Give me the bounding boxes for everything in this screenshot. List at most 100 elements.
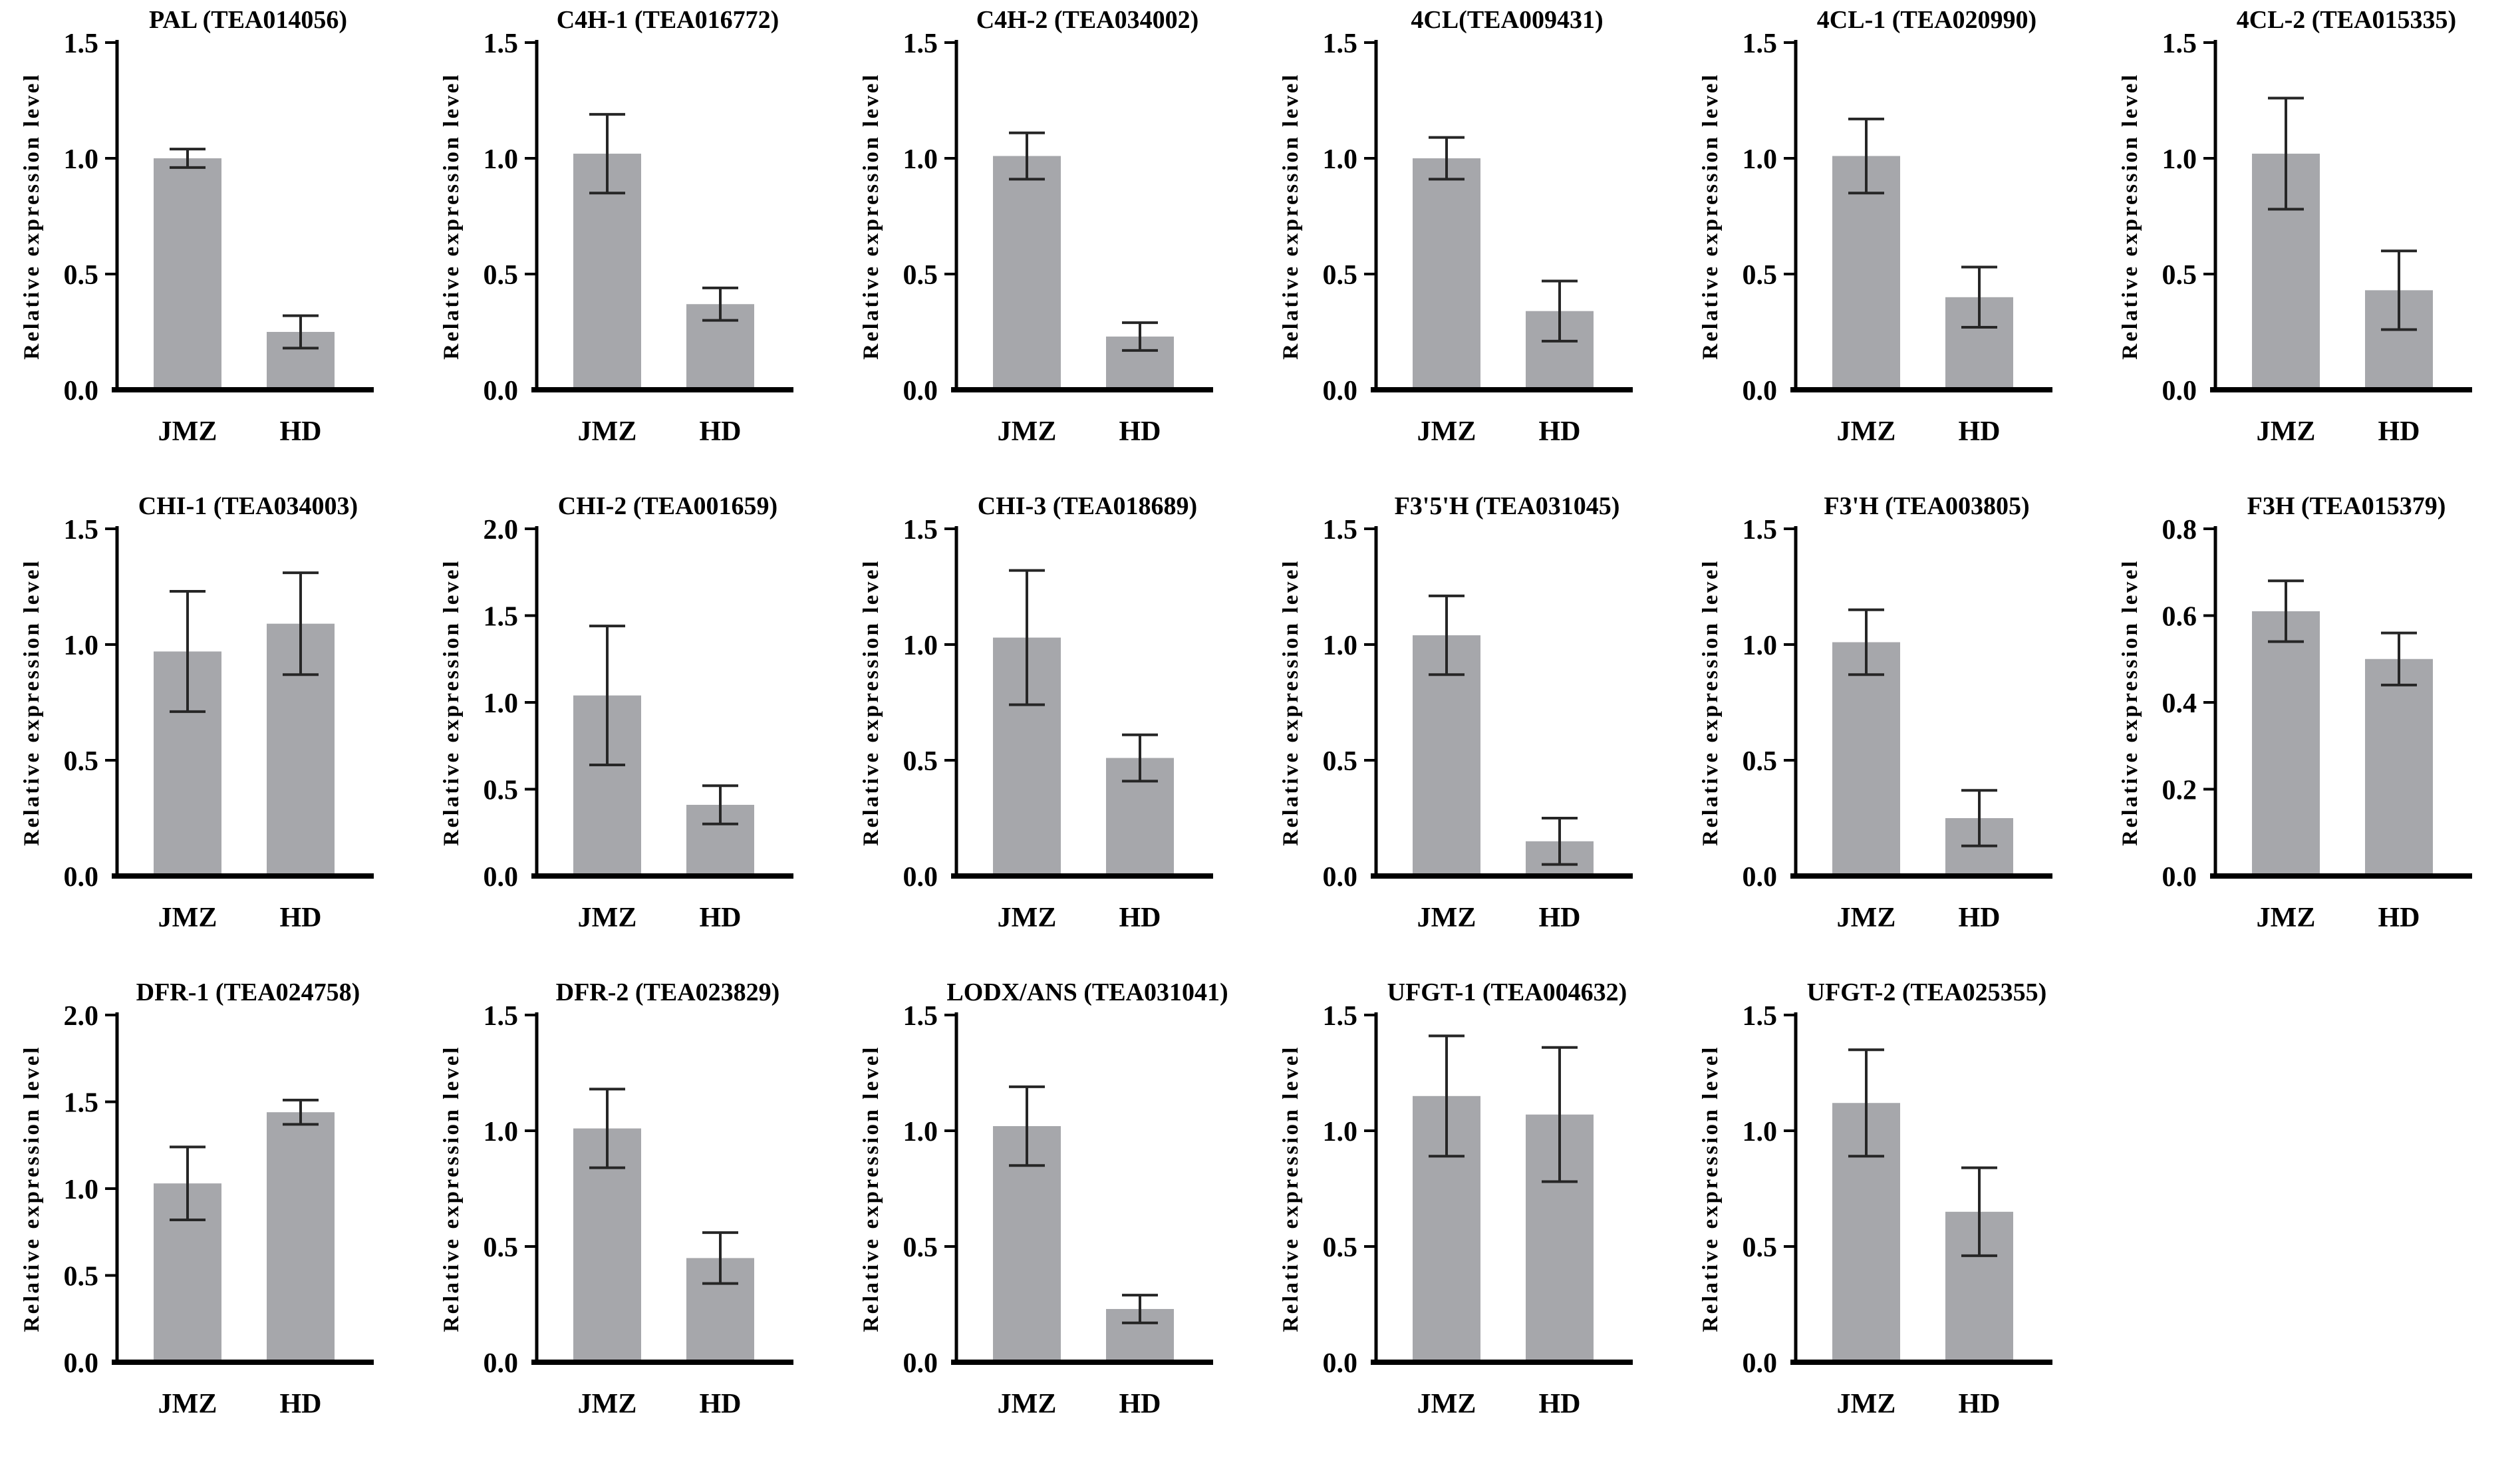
y-tick-label: 2.0 (64, 1001, 99, 1032)
y-axis-label: Relative expression level (440, 73, 464, 360)
x-category-label-hd: HD (280, 416, 322, 447)
error-bar-jmz (2268, 96, 2304, 211)
y-axis-label: Relative expression level (1699, 1045, 1723, 1332)
bar-chart-svg: 0.0 0.5 1.0 1.5 UFGT-2 (TEA025355) Relative e… (1699, 978, 2052, 1419)
chart-panel-4cl-2: 0.0 0.5 1.0 1.5 4CL-2 (TEA015335) Relative ex… (2098, 0, 2518, 486)
y-tick-label: 0.5 (1743, 1233, 1778, 1263)
y-tick-label: 0.0 (484, 862, 519, 893)
y-tick-label: 2.0 (484, 515, 519, 545)
y-tick-label: 1.5 (1323, 1001, 1358, 1032)
x-category-label-hd: HD (1119, 416, 1161, 447)
y-tick-label: 1.5 (1743, 29, 1778, 59)
y-tick-label: 0.5 (64, 746, 99, 777)
y-tick-label: 0.0 (484, 1348, 519, 1379)
bar-jmz (1832, 642, 1900, 876)
chart-title: CHI-2 (TEA001659) (558, 492, 777, 520)
bar-jmz (2252, 611, 2320, 876)
error-bar-hd (1961, 1166, 1997, 1257)
chart-title: UFGT-2 (TEA025355) (1807, 978, 2047, 1006)
bar-chart-svg: 0.0 0.5 1.0 1.5 F3'H (TEA003805) Relative exp… (1699, 492, 2052, 933)
error-bar-hd (1961, 265, 1997, 329)
bar-chart-svg: 0.0 0.5 1.0 1.5 4CL(TEA009431) Relative expre… (1279, 6, 1633, 447)
error-bar-jmz (589, 1088, 625, 1169)
error-bar-hd (702, 1231, 738, 1285)
chart-panel-4cl: 0.0 0.5 1.0 1.5 4CL(TEA009431) Relative expre… (1259, 0, 1679, 486)
y-tick-label: 1.0 (1743, 631, 1778, 661)
chart-panel-4cl-1: 0.0 0.5 1.0 1.5 4CL-1 (TEA020990) Relative ex… (1679, 0, 2098, 486)
y-tick-label: 0.5 (1743, 260, 1778, 291)
y-tick-label: 0.5 (903, 746, 938, 777)
y-axis-label: Relative expression level (1699, 559, 1723, 846)
y-tick-label: 1.0 (1323, 144, 1358, 175)
x-category-label-jmz: JMZ (158, 1389, 217, 1419)
y-tick-label: 1.0 (1743, 1117, 1778, 1147)
x-category-label-hd: HD (700, 903, 742, 933)
x-category-label-jmz: JMZ (998, 903, 1057, 933)
chart-panel-dfr-2: 0.0 0.5 1.0 1.5 DFR-2 (TEA023829) Relative ex… (420, 972, 839, 1459)
y-tick-label: 0.5 (903, 1233, 938, 1263)
x-category-label-jmz: JMZ (578, 416, 637, 447)
y-tick-label: 0.0 (1323, 862, 1358, 893)
y-axis-label: Relative expression level (2118, 73, 2142, 360)
y-axis-label: Relative expression level (859, 73, 883, 360)
error-bar-hd (1122, 1294, 1158, 1324)
bar-chart-svg: 0.0 0.5 1.0 1.5 2.0 DFR-1 (TEA024758) Relative… (20, 978, 374, 1419)
error-bar-jmz (589, 112, 625, 195)
x-category-label-hd: HD (700, 416, 742, 447)
y-tick-label: 1.5 (903, 29, 938, 59)
error-bar-jmz (1009, 1085, 1045, 1167)
x-category-label-jmz: JMZ (158, 416, 217, 447)
chart-title: F3H (TEA015379) (2247, 492, 2446, 520)
chart-panel-lodx-ans: 0.0 0.5 1.0 1.5 LODX/ANS (TEA031041) Relative… (839, 972, 1259, 1459)
y-tick-label: 1.5 (1743, 1001, 1778, 1032)
error-bar-hd (283, 571, 319, 676)
x-category-label-jmz: JMZ (998, 1389, 1057, 1419)
bar-chart-svg: 0.0 0.5 1.0 1.5 UFGT-1 (TEA004632) Relative e… (1279, 978, 1633, 1419)
y-tick-label: 1.0 (2162, 144, 2197, 175)
x-category-label-hd: HD (280, 903, 322, 933)
y-axis-label: Relative expression level (1699, 73, 1723, 360)
error-bar-jmz (1429, 594, 1465, 676)
error-bar-jmz (1848, 1048, 1884, 1158)
y-tick-label: 0.6 (2162, 602, 2197, 633)
error-bar-hd (1122, 733, 1158, 783)
chart-title: 4CL(TEA009431) (1411, 6, 1603, 34)
y-tick-label: 0.0 (903, 1348, 938, 1379)
y-tick-label: 1.0 (903, 144, 938, 175)
error-bar-hd (1961, 789, 1997, 847)
bar-chart-svg: 0.0 0.5 1.0 1.5 DFR-2 (TEA023829) Relative ex… (440, 978, 793, 1419)
y-tick-label: 0.0 (1743, 862, 1778, 893)
x-category-label-jmz: JMZ (1837, 416, 1896, 447)
y-tick-label: 0.5 (1323, 1233, 1358, 1263)
error-bar-jmz (1848, 608, 1884, 676)
y-tick-label: 1.5 (1743, 515, 1778, 545)
y-tick-label: 0.0 (1323, 376, 1358, 406)
y-tick-label: 1.5 (484, 29, 519, 59)
y-axis-label: Relative expression level (20, 1045, 44, 1332)
x-category-label-hd: HD (1959, 416, 2001, 447)
y-tick-label: 1.0 (903, 631, 938, 661)
x-category-label-hd: HD (280, 1389, 322, 1419)
y-tick-label: 1.0 (1743, 144, 1778, 175)
y-tick-label: 0.5 (1323, 260, 1358, 291)
y-tick-label: 1.5 (2162, 29, 2197, 59)
error-bar-jmz (2268, 579, 2304, 643)
x-category-label-hd: HD (1539, 1389, 1581, 1419)
y-tick-label: 0.0 (1323, 1348, 1358, 1379)
chart-panel-f3h: 0.0 0.2 0.4 0.6 0.8 F3H (TEA015379) Relative e… (2098, 486, 2518, 972)
error-bar-hd (1122, 321, 1158, 352)
bar-chart-svg: 0.0 0.5 1.0 1.5 CHI-1 (TEA034003) Relative ex… (20, 492, 374, 933)
y-tick-label: 1.5 (64, 29, 99, 59)
y-tick-label: 0.0 (64, 376, 99, 406)
y-tick-label: 0.0 (64, 1348, 99, 1379)
chart-title: DFR-2 (TEA023829) (556, 978, 780, 1006)
x-category-label-jmz: JMZ (1417, 1389, 1476, 1419)
y-tick-label: 0.5 (64, 260, 99, 291)
bar-chart-svg: 0.0 0.5 1.0 1.5 CHI-3 (TEA018689) Relative ex… (859, 492, 1213, 933)
chart-panel-f3-5-h: 0.0 0.5 1.0 1.5 F3'5'H (TEA031045) Relative e… (1259, 486, 1679, 972)
y-tick-label: 0.0 (903, 862, 938, 893)
y-tick-label: 0.5 (1743, 746, 1778, 777)
y-tick-label: 1.0 (64, 631, 99, 661)
y-tick-label: 0.8 (2162, 515, 2197, 545)
